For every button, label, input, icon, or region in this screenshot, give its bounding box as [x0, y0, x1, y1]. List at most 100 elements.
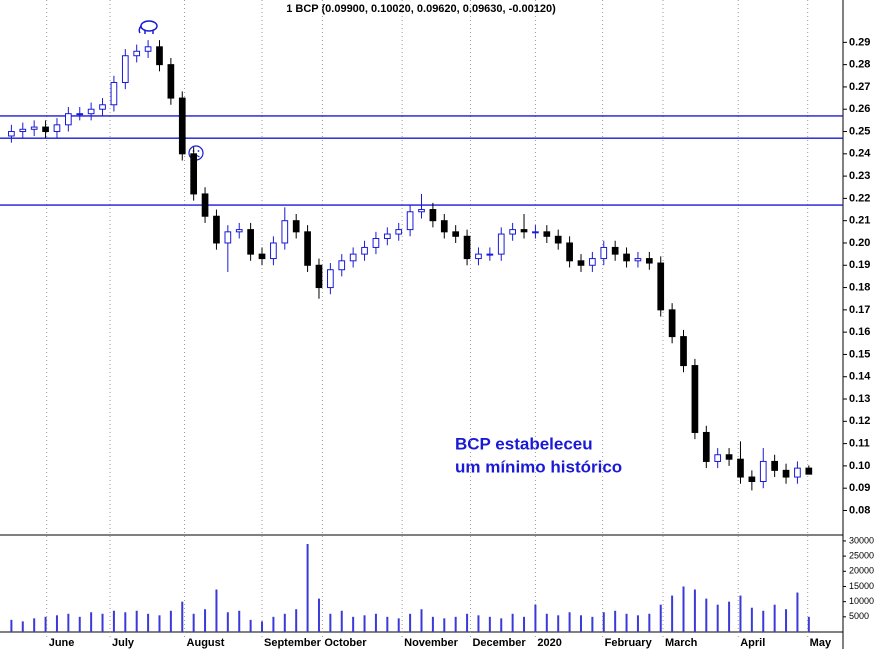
candle-body — [247, 229, 254, 255]
y-tick-label: 0.13 — [849, 393, 870, 405]
candle-body — [76, 113, 84, 116]
volume-bar — [762, 610, 765, 632]
candle-body — [782, 469, 790, 478]
candle-body — [406, 211, 414, 231]
y-tick-label: 30000 — [849, 535, 874, 545]
volume-bar — [693, 589, 696, 632]
candle-body — [440, 220, 448, 233]
volume-bar — [249, 619, 252, 632]
candle-body — [634, 258, 642, 262]
candle-body — [178, 97, 186, 155]
candle-body — [110, 81, 118, 106]
candle-body — [167, 64, 175, 99]
volume-bar — [374, 613, 377, 632]
candle-body — [349, 253, 357, 262]
volume-bar — [238, 610, 241, 632]
candle-body — [691, 365, 699, 433]
candle-body — [509, 229, 516, 235]
volume-bar — [671, 595, 674, 632]
x-tick-label: December — [472, 637, 526, 649]
x-tick-label: July — [112, 637, 135, 649]
candle-body — [258, 253, 266, 260]
y-tick-label: 0.23 — [849, 170, 870, 182]
volume-bar — [272, 616, 275, 632]
candle-body — [532, 231, 539, 234]
x-tick-label: August — [187, 637, 225, 649]
y-tick-label: 0.24 — [849, 148, 871, 160]
volume-bar — [659, 604, 662, 632]
volume-bar — [33, 618, 36, 632]
annotation: BCP estabeleceu — [455, 434, 593, 453]
candle-body — [30, 126, 38, 130]
candle-body — [8, 131, 15, 137]
volume-bar — [579, 615, 582, 632]
candle-body — [543, 231, 551, 237]
candle-body — [156, 46, 163, 66]
y-tick-label: 5000 — [849, 611, 869, 621]
x-tick-label: September — [264, 637, 322, 649]
candle-body — [338, 260, 346, 271]
candle-body — [452, 231, 460, 237]
volume-bar — [317, 598, 320, 632]
candle-body — [714, 454, 722, 462]
volume-bar — [329, 613, 332, 632]
x-tick-label: April — [740, 637, 765, 649]
volume-bar — [295, 609, 298, 632]
y-tick-label: 0.21 — [849, 215, 870, 227]
x-tick-label: May — [810, 637, 832, 649]
volume-bar — [785, 609, 788, 632]
y-tick-label: 25000 — [849, 550, 874, 560]
candle-body — [554, 235, 562, 244]
y-tick-label: 0.14 — [849, 371, 871, 383]
y-tick-label: 0.16 — [849, 326, 870, 338]
candle-body — [121, 55, 129, 83]
candle-body — [87, 108, 95, 115]
y-tick-label: 0.18 — [849, 281, 870, 293]
volume-bar — [523, 616, 526, 632]
volume-bar — [739, 595, 742, 632]
candle-body — [771, 460, 778, 471]
volume-bar — [215, 589, 218, 632]
volume-bar — [431, 616, 434, 632]
volume-bar — [682, 586, 685, 632]
y-tick-label: 20000 — [849, 566, 874, 576]
y-tick-label: 0.25 — [849, 125, 870, 137]
volume-bar — [386, 616, 389, 632]
candle-body — [53, 124, 61, 133]
candle-body — [418, 209, 425, 213]
y-tick-label: 0.19 — [849, 259, 870, 271]
volume-bar — [67, 613, 70, 632]
y-tick-label: 0.17 — [849, 304, 870, 316]
volume-bar — [397, 618, 400, 632]
volume-bar — [750, 607, 753, 632]
volume-bar — [352, 616, 355, 632]
volume-bar — [534, 604, 537, 632]
x-tick-label: June — [49, 637, 75, 649]
volume-bar — [283, 613, 286, 632]
candle-body — [327, 269, 334, 289]
candle-body — [702, 431, 710, 462]
y-tick-label: 0.28 — [849, 59, 870, 71]
volume-bar — [796, 592, 799, 632]
candle-body — [737, 458, 744, 478]
candle-body — [144, 46, 152, 52]
y-tick-label: 0.11 — [849, 438, 870, 450]
volume-bar — [636, 615, 639, 632]
candle-body — [361, 246, 368, 255]
candle-body — [805, 467, 813, 475]
candle-body — [680, 336, 687, 367]
volume-bar — [124, 612, 127, 632]
volume-bar — [192, 613, 195, 632]
candle-body — [395, 229, 403, 235]
volume-bar — [716, 604, 719, 632]
candle-body — [213, 215, 220, 244]
candle-body — [623, 253, 630, 262]
volume-bar — [21, 621, 24, 632]
candle-body — [486, 253, 494, 256]
volume-bar — [363, 615, 366, 632]
candle-body — [589, 258, 596, 266]
volume-bar — [568, 612, 571, 632]
volume-bar — [705, 598, 708, 632]
candle-body — [645, 258, 653, 264]
